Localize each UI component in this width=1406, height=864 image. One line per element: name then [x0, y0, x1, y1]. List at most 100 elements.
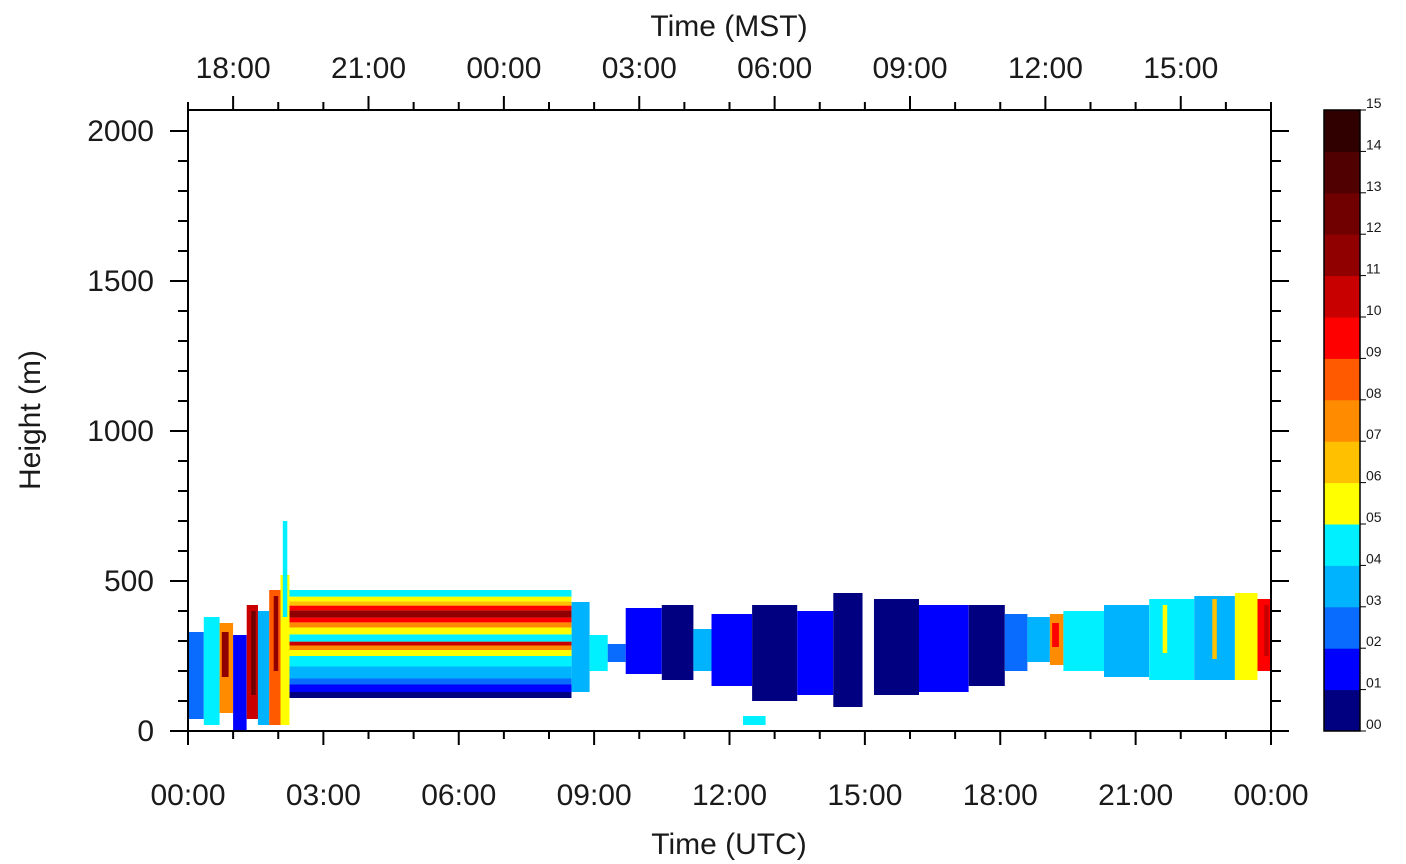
band-cell-14	[289, 601, 572, 606]
colorbar-label: 10	[1366, 302, 1382, 318]
y-tick-label: 2000	[87, 115, 154, 148]
colorbar: 00 01 02 03 04 05 06 07 08 09 10 11 12 13 14 15	[1323, 95, 1382, 732]
colorbar-label: 00	[1366, 716, 1382, 732]
top-tick-label: 12:00	[1008, 52, 1083, 85]
streak-cell-3	[282, 521, 288, 617]
colorbar-swatch	[1324, 110, 1360, 152]
streak-cell-9	[743, 716, 766, 725]
y-axis-title: Height (m)	[14, 350, 47, 490]
band-cell-10	[289, 622, 572, 628]
y-tick-label: 0	[137, 715, 154, 748]
colorbar-swatch	[1324, 234, 1360, 277]
block-cell-25	[1104, 605, 1150, 677]
colorbar-label: 03	[1366, 592, 1382, 608]
colorbar-label: 15	[1366, 95, 1382, 111]
x-tick-label: 03:00	[286, 779, 361, 812]
colorbar-swatch	[1324, 648, 1360, 691]
streak-cell-2	[273, 596, 279, 671]
colorbar-swatch	[1324, 399, 1360, 442]
top-tick-label: 09:00	[872, 52, 947, 85]
top-tick-label: 06:00	[737, 52, 812, 85]
block-cell-1	[203, 617, 220, 725]
block-cell-7	[280, 575, 290, 725]
colorbar-label: 05	[1366, 509, 1382, 525]
top-axis-title: Time (MST)	[650, 10, 807, 43]
block-cell-15	[752, 605, 798, 701]
streak-cell-1	[251, 611, 256, 695]
colorbar-swatch	[1324, 689, 1360, 732]
top-tick-label: 18:00	[196, 52, 271, 85]
y-tick-label: 500	[104, 565, 154, 598]
block-cell-21	[1004, 614, 1028, 671]
block-cell-10	[607, 644, 626, 662]
x-tick-label: 12:00	[692, 779, 767, 812]
colorbar-label: 01	[1366, 675, 1382, 691]
block-cell-0	[188, 632, 204, 719]
block-cell-26	[1149, 599, 1195, 680]
band-cell-15	[289, 596, 572, 602]
block-cell-11	[625, 608, 662, 674]
block-cell-24	[1063, 611, 1104, 671]
colorbar-label: 14	[1366, 136, 1382, 152]
block-cell-5	[257, 611, 270, 725]
band-cell-0	[289, 692, 572, 698]
x-axis-title: Time (UTC)	[651, 828, 807, 861]
x-tick-label: 06:00	[421, 779, 496, 812]
block-cell-8	[571, 602, 590, 692]
colorbar-swatch	[1324, 606, 1360, 649]
streak-cell-5	[1162, 605, 1168, 653]
colorbar-swatch	[1324, 358, 1360, 401]
colorbar-frame	[1323, 109, 1361, 732]
block-cell-22	[1027, 617, 1050, 662]
block-cell-17	[833, 593, 863, 707]
x-tick-label: 00:00	[1233, 779, 1308, 812]
colorbar-label: 12	[1366, 219, 1382, 235]
axis-ticks	[170, 96, 1289, 745]
top-tick-label: 21:00	[331, 52, 406, 85]
band-cell-3	[289, 666, 572, 679]
colorbar-label: 06	[1366, 468, 1382, 484]
block-cell-9	[589, 635, 608, 671]
tick-labels: 00:00 03:00 06:00 09:00 12:00 15:00 18:00 21:00…	[87, 52, 1308, 812]
band-cell-16	[289, 590, 572, 597]
block-cell-14	[711, 614, 753, 686]
block-cell-20	[968, 605, 1005, 686]
colorbar-swatch	[1324, 565, 1360, 608]
colorbar-label: 02	[1366, 633, 1382, 649]
streak-cell-4	[1052, 623, 1059, 647]
band-cell-12	[289, 610, 572, 618]
colorbar-label: 07	[1366, 426, 1382, 442]
colorbar-label: 13	[1366, 178, 1382, 194]
colorbar-label: 11	[1366, 261, 1381, 277]
streak-cell-7	[1250, 605, 1256, 665]
top-tick-label: 15:00	[1143, 52, 1218, 85]
streak-cell-8	[1264, 605, 1269, 656]
x-tick-label: 21:00	[1098, 779, 1173, 812]
top-tick-label: 03:00	[602, 52, 677, 85]
band-cell-11	[289, 617, 572, 623]
block-cell-16	[797, 611, 834, 695]
colorbar-swatch	[1324, 482, 1360, 525]
band-cell-5	[289, 650, 572, 656]
y-tick-label: 1500	[87, 265, 154, 298]
band-cell-1	[289, 684, 572, 692]
colorbar-swatch	[1324, 524, 1360, 566]
block-cell-19	[919, 605, 969, 692]
x-tick-label: 15:00	[827, 779, 902, 812]
streak-cell-6	[1212, 599, 1217, 659]
colorbar-swatch	[1324, 317, 1360, 359]
band-cell-2	[289, 678, 572, 685]
data-gap-0	[862, 587, 874, 713]
x-tick-label: 09:00	[557, 779, 632, 812]
band-cell-7	[289, 641, 572, 646]
block-cell-13	[693, 629, 712, 671]
band-cell-13	[289, 605, 572, 611]
colorbar-label: 04	[1366, 550, 1382, 566]
y-tick-label: 1000	[87, 415, 154, 448]
streak-cell-0	[221, 632, 229, 677]
x-tick-label: 00:00	[150, 779, 225, 812]
x-tick-label: 18:00	[963, 779, 1038, 812]
colorbar-label: 09	[1366, 343, 1382, 359]
heatmap-data-layer	[188, 521, 1271, 731]
